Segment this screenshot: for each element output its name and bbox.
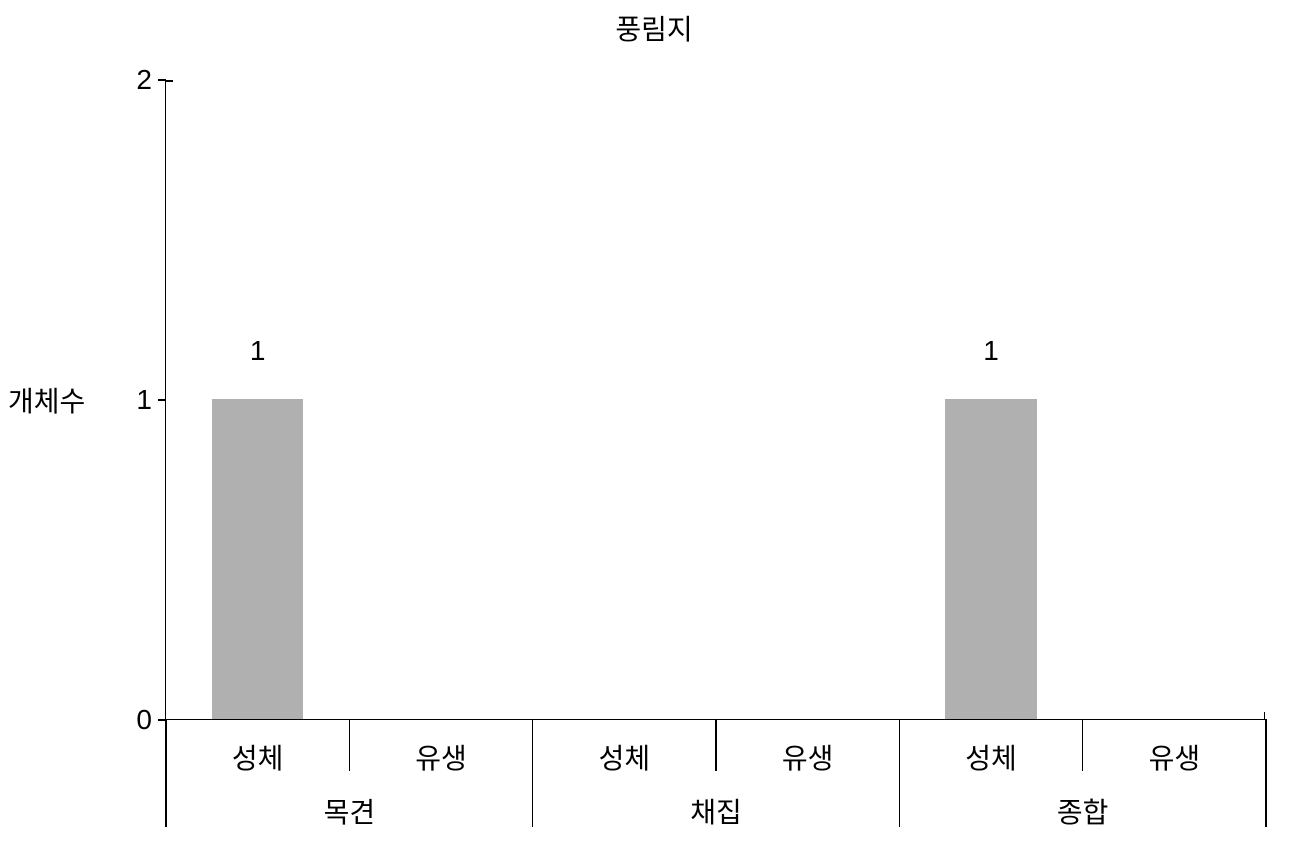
group-label: 종합: [1057, 791, 1109, 831]
sub-category-label: 성체: [599, 737, 651, 777]
group-divider: [532, 719, 534, 827]
sub-category-label: 유생: [1149, 737, 1201, 777]
group-divider: [899, 719, 901, 827]
chart-title: 풍림지: [0, 8, 1308, 48]
plot-top-tick: [165, 80, 173, 82]
y-tick-label: 0: [136, 704, 152, 736]
group-label: 채집: [690, 791, 742, 831]
subgroup-divider: [1082, 719, 1084, 771]
subgroup-divider: [715, 719, 717, 771]
bar-value-label: 1: [250, 335, 266, 367]
y-tick: [158, 399, 166, 401]
axis-extension-divider: [1265, 719, 1267, 827]
sub-category-label: 유생: [782, 737, 834, 777]
axis-extension-divider: [165, 719, 167, 827]
plot-area: 0121성체유생목견성체유생채집1성체유생종합: [165, 80, 1265, 720]
y-tick: [158, 79, 166, 81]
chart-container: 풍림지 개체수 0121성체유생목견성체유생채집1성체유생종합: [0, 0, 1308, 861]
subgroup-divider: [349, 719, 351, 771]
y-axis-label: 개체수: [8, 380, 85, 420]
y-tick-label: 2: [136, 64, 152, 96]
sub-category-label: 성체: [232, 737, 284, 777]
bar: [945, 399, 1037, 719]
sub-category-label: 성체: [965, 737, 1017, 777]
sub-category-label: 유생: [415, 737, 467, 777]
y-tick-label: 1: [136, 384, 152, 416]
bar-value-label: 1: [983, 335, 999, 367]
bar: [212, 399, 304, 719]
group-label: 목견: [324, 791, 376, 831]
